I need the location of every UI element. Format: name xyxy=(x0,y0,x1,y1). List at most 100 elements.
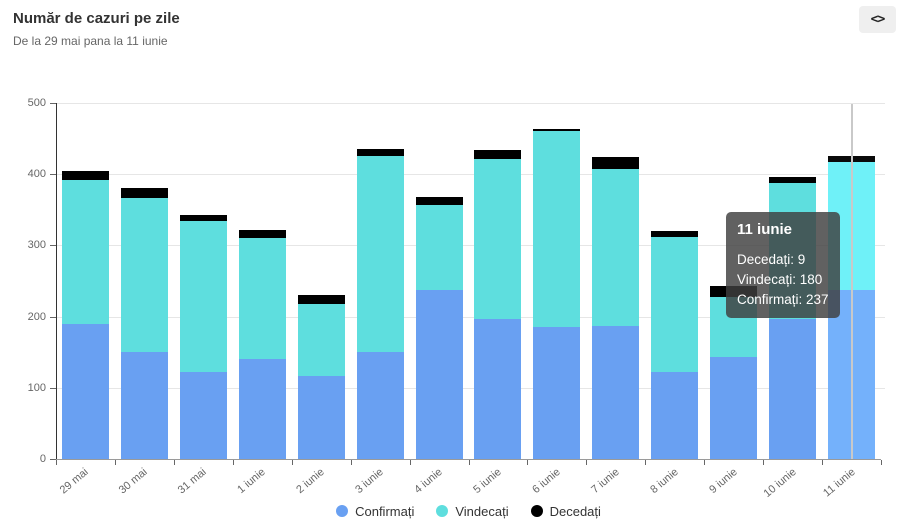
x-axis-tick xyxy=(881,460,882,465)
x-axis-label: 5 iunie xyxy=(471,466,504,497)
legend-dot-icon xyxy=(530,505,543,517)
y-gridline xyxy=(56,245,885,247)
bar-segment-vindecați[interactable] xyxy=(61,179,109,324)
x-axis-label: 6 iunie xyxy=(530,466,563,497)
x-axis-label: 7 iunie xyxy=(588,466,622,497)
x-axis-label: 1 iunie xyxy=(235,466,268,497)
bar-segment-confirmați[interactable] xyxy=(61,323,109,459)
y-axis-label: 100 xyxy=(27,381,46,394)
x-axis-tick xyxy=(350,460,352,465)
chart-subtitle: De la 29 mai pana la 11 iunie xyxy=(13,34,168,48)
x-axis-label: 10 iunie xyxy=(761,466,799,500)
x-axis-tick xyxy=(704,460,706,465)
tooltip-title: 11 iunie xyxy=(737,221,793,238)
x-axis-tick xyxy=(291,460,293,465)
x-axis-tick xyxy=(409,460,411,465)
x-axis-tick xyxy=(527,460,529,465)
y-axis-tick xyxy=(50,103,56,104)
crosshair-line xyxy=(850,104,853,459)
bar-segment-confirmați[interactable] xyxy=(415,289,463,459)
bar-segment-vindecați[interactable] xyxy=(297,304,345,376)
tooltip-line: Vindecați: 180 xyxy=(737,272,823,287)
x-axis-label: 2 iunie xyxy=(294,466,327,497)
y-gridline xyxy=(56,103,885,104)
code-icon: <> xyxy=(870,12,886,27)
bar-segment-confirmați[interactable] xyxy=(592,325,640,459)
bar-segment-vindecați[interactable] xyxy=(592,169,640,326)
bar-segment-vindecați[interactable] xyxy=(120,197,168,353)
bar-segment-vindecați[interactable] xyxy=(651,236,699,373)
bar-segment-decedați[interactable] xyxy=(415,196,463,205)
bar-segment-decedați[interactable] xyxy=(769,177,817,184)
x-axis-label: 3 iunie xyxy=(353,466,386,497)
x-axis-tick xyxy=(173,460,175,465)
legend-item-decedați[interactable]: Decedați xyxy=(530,503,601,519)
bar-segment-vindecați[interactable] xyxy=(179,221,227,373)
y-axis-label: 200 xyxy=(27,310,46,323)
y-axis-tick xyxy=(50,174,56,176)
legend-dot-icon xyxy=(336,505,349,517)
tooltip: 11 iunie Decedați: 9 Vindecați: 180 Confir… xyxy=(726,212,840,318)
x-axis-tick xyxy=(56,460,57,465)
x-axis-tick xyxy=(468,460,470,465)
y-axis-tick xyxy=(50,459,56,460)
bar-segment-confirmați[interactable] xyxy=(297,375,345,459)
bar-segment-decedați[interactable] xyxy=(474,149,522,160)
legend-label: Decedați xyxy=(549,503,601,519)
y-gridline xyxy=(56,316,885,318)
tooltip-line: Confirmați: 237 xyxy=(737,292,829,307)
bar-segment-confirmați[interactable] xyxy=(179,372,227,459)
x-axis-label: 29 mai xyxy=(58,466,92,497)
bar-segment-confirmați[interactable] xyxy=(533,327,581,459)
bar-segment-vindecați[interactable] xyxy=(533,131,581,328)
bar-segment-vindecați[interactable] xyxy=(474,159,522,320)
bar-segment-decedați[interactable] xyxy=(651,231,699,237)
y-axis-label: 400 xyxy=(27,168,46,181)
bar-segment-confirmați[interactable] xyxy=(238,359,286,459)
bar-segment-decedați[interactable] xyxy=(61,170,109,180)
y-axis-label: 300 xyxy=(27,239,46,252)
legend-label: Confirmați xyxy=(355,503,415,519)
y-axis-tick xyxy=(50,245,56,247)
y-axis-tick xyxy=(50,316,56,318)
bar-segment-decedați[interactable] xyxy=(297,295,345,305)
bar-segment-confirmați[interactable] xyxy=(120,352,168,459)
x-axis-label: 9 iunie xyxy=(706,466,740,497)
y-axis-label: 0 xyxy=(39,453,46,465)
y-axis-tick xyxy=(50,387,56,389)
bar-segment-confirmați[interactable] xyxy=(474,319,522,459)
x-axis-tick xyxy=(114,460,116,465)
bar-segment-decedați[interactable] xyxy=(592,157,640,170)
x-axis-tick xyxy=(645,460,647,465)
bar-segment-decedați[interactable] xyxy=(356,148,404,156)
bar-segment-decedați[interactable] xyxy=(179,215,227,222)
x-axis-tick xyxy=(586,460,588,465)
legend: Confirmați Vindecați Decedați xyxy=(56,501,881,521)
bar-segment-vindecați[interactable] xyxy=(356,155,404,353)
y-axis-line xyxy=(56,103,57,459)
bar-segment-confirmați[interactable] xyxy=(769,319,817,459)
bar-segment-confirmați[interactable] xyxy=(710,357,758,459)
bar-segment-decedați[interactable] xyxy=(238,229,286,239)
legend-item-vindecați[interactable]: Vindecați xyxy=(436,504,509,519)
y-gridline xyxy=(56,174,885,176)
x-axis-tick xyxy=(232,460,234,465)
x-axis-label: 31 mai xyxy=(176,466,210,497)
bar-segment-decedați[interactable] xyxy=(120,187,168,198)
bar-segment-confirmați[interactable] xyxy=(356,352,404,459)
tooltip-line: Decedați: 9 xyxy=(737,252,806,267)
embed-code-button[interactable]: <> xyxy=(859,6,896,33)
bar-segment-vindecați[interactable] xyxy=(238,238,286,360)
legend-item-confirmați[interactable]: Confirmați xyxy=(336,504,414,519)
x-axis-tick xyxy=(822,460,824,465)
x-axis-label: 4 iunie xyxy=(412,466,445,497)
y-axis-label: 500 xyxy=(27,97,46,109)
chart-title: Număr de cazuri pe zile xyxy=(13,10,180,27)
bar-segment-confirmați[interactable] xyxy=(651,372,699,459)
x-axis-label: 30 mai xyxy=(117,466,151,497)
x-axis-label: 8 iunie xyxy=(647,466,681,497)
bar-segment-vindecați[interactable] xyxy=(415,204,463,290)
x-axis-line xyxy=(56,459,881,460)
bar-segment-decedați[interactable] xyxy=(533,128,581,132)
